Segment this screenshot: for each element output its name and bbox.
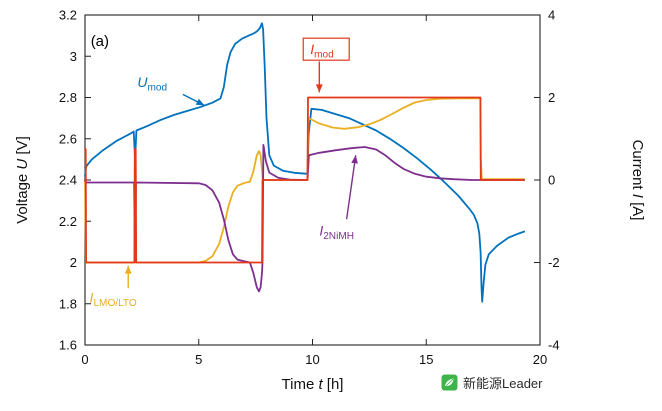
x-axis: 0 5 10 15 20 <box>81 15 547 367</box>
watermark-text: 新能源Leader <box>463 376 543 391</box>
y-axis-right-title: Current I [A] <box>629 140 646 221</box>
annotation-text: (a) <box>91 33 109 50</box>
annotation-arrowhead <box>315 84 323 93</box>
annotation-arrow <box>345 155 357 220</box>
x-tick-label: 0 <box>81 352 88 367</box>
y-tick-label: 2.4 <box>59 173 77 188</box>
y-tick-label: 3 <box>70 49 77 64</box>
annotation-box <box>302 37 350 61</box>
annotation-panel-a: (a) <box>91 33 109 50</box>
annotation-U_mod: Umod <box>137 74 205 106</box>
x-tick-label: 10 <box>305 352 319 367</box>
y-tick-label: 1.6 <box>59 338 77 353</box>
y-tick-label: 4 <box>548 8 555 23</box>
y-tick-label: 0 <box>548 173 555 188</box>
series-I_2NiMH <box>84 143 525 293</box>
x-tick-label: 15 <box>419 352 433 367</box>
annotation-text: ILMO/LTO <box>90 290 137 310</box>
y-tick-label: 2.2 <box>59 214 77 229</box>
y-axis-right: -4 -2 0 2 4 <box>534 8 560 353</box>
series-I_mod <box>84 96 525 264</box>
series-U_mod <box>84 22 525 303</box>
annotation-I_mod: Imod <box>302 37 350 93</box>
brand-logo-icon <box>441 374 458 391</box>
y-tick-label: 3.2 <box>59 8 77 23</box>
annotation-arrowhead <box>195 98 205 106</box>
y-tick-label: 2.8 <box>59 90 77 105</box>
x-axis-title: Time t [h] <box>282 376 344 393</box>
y-tick-label: 1.8 <box>59 296 77 311</box>
y-tick-label: -4 <box>548 338 560 353</box>
annotation-text: Umod <box>137 74 167 94</box>
y-axis-left: 1.6 1.8 2 2.2 2.4 2.6 2.8 3 3.2 <box>59 8 91 353</box>
annotation-arrowhead <box>124 265 132 274</box>
watermark: 新能源Leader <box>441 373 542 392</box>
y-axis-left-title: Voltage U [V] <box>14 136 31 224</box>
y-tick-label: 2 <box>70 255 77 270</box>
x-tick-label: 20 <box>533 352 547 367</box>
annotation-I_LMO_LTO: ILMO/LTO <box>90 265 137 310</box>
annotation-I_2NiMH: I2NiMH <box>319 155 358 242</box>
x-tick-label: 5 <box>195 352 202 367</box>
annotation-arrowhead <box>351 155 358 164</box>
annotation-text: I2NiMH <box>319 223 354 243</box>
y-tick-label: -2 <box>548 255 560 270</box>
annotation-text: Imod <box>310 41 334 61</box>
y-tick-label: 2.6 <box>59 131 77 146</box>
y-tick-label: 2 <box>548 90 555 105</box>
